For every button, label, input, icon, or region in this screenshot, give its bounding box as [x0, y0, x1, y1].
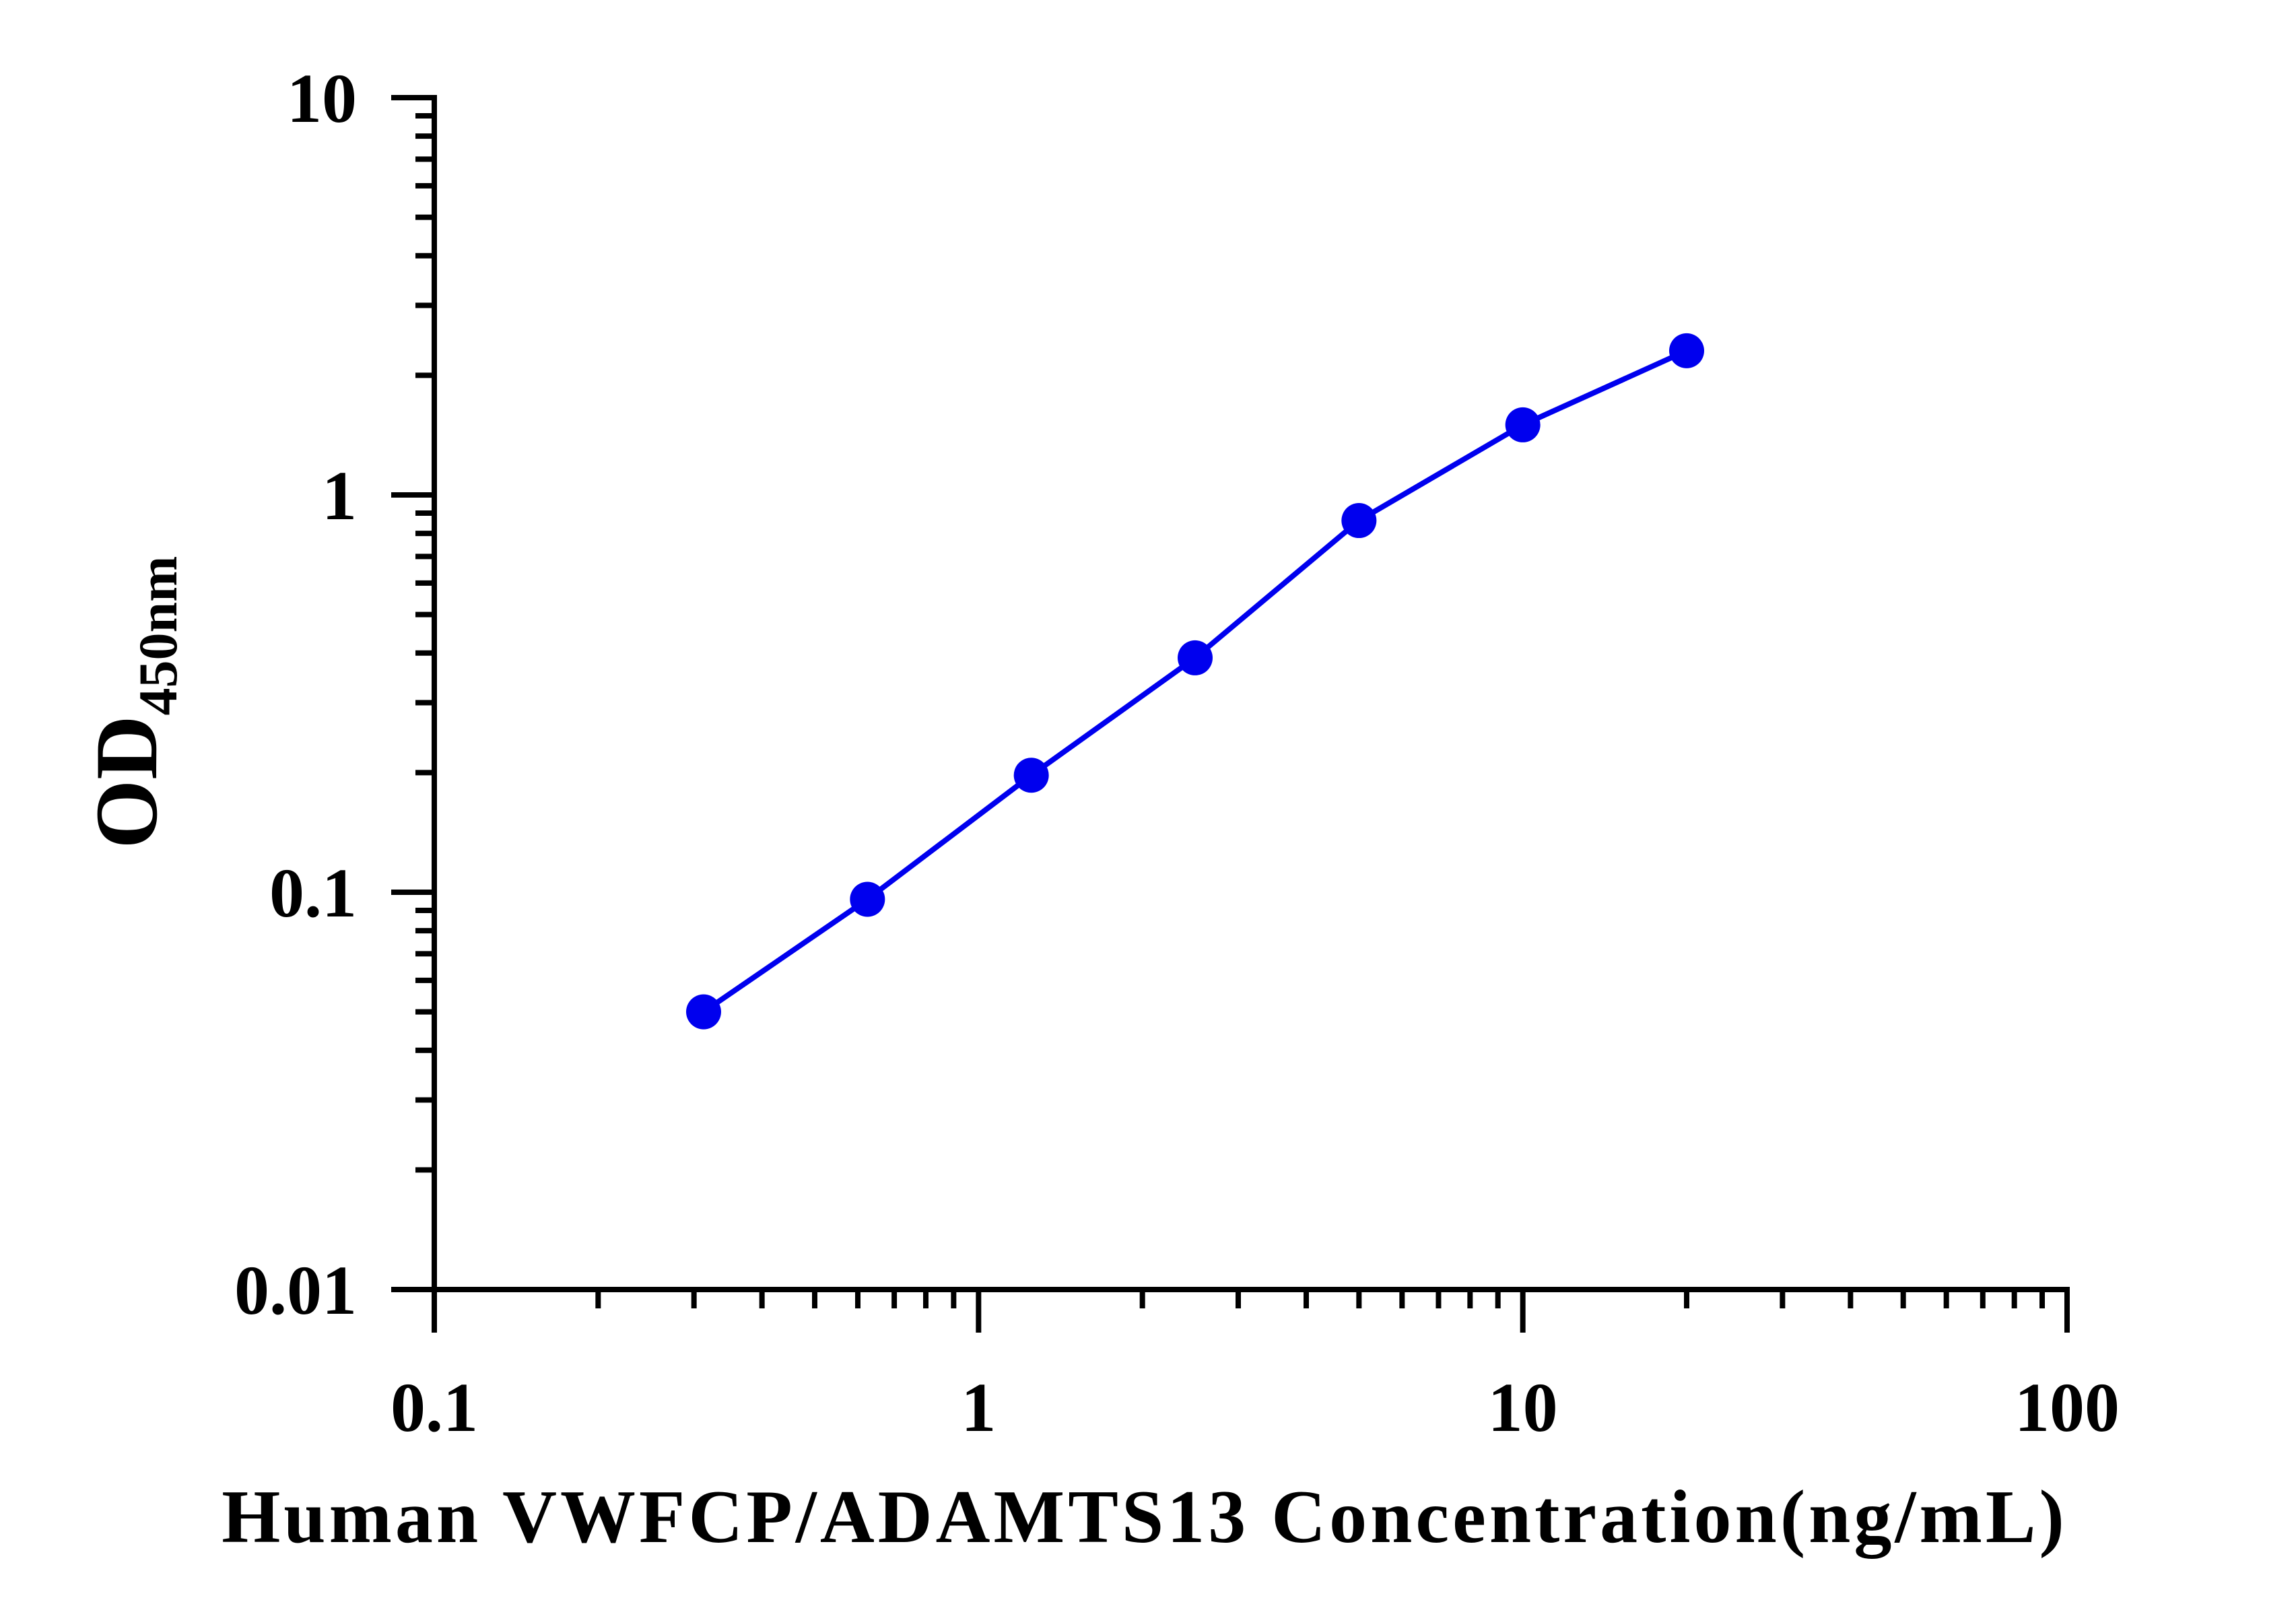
data-point	[686, 994, 722, 1030]
x-tick-label: 0.1	[391, 1369, 478, 1446]
y-axis-title-subscript: 450nm	[127, 556, 189, 716]
plot-area	[686, 333, 1704, 1030]
x-tick-label: 100	[2015, 1369, 2120, 1446]
axes: 0.01 0.1 1 10 0.1 1 10 100	[234, 60, 2120, 1446]
data-point	[1341, 503, 1377, 539]
data-point	[850, 881, 885, 917]
y-tick-label: 1	[322, 457, 357, 535]
y-tick-label: 10	[287, 60, 357, 137]
data-point	[1668, 333, 1704, 368]
data-point	[1178, 640, 1213, 675]
y-axis-title: OD450nm	[77, 556, 189, 849]
y-axis-ticks	[391, 95, 434, 1292]
data-point	[1013, 758, 1049, 793]
x-tick-label: 1	[961, 1369, 996, 1446]
series-line	[702, 348, 1688, 1014]
y-tick-label: 0.01	[234, 1252, 357, 1329]
y-axis-title-main: OD	[77, 715, 176, 848]
x-axis-title: Human VWFCP/ADAMTS13 Concentration(ng/mL…	[222, 1475, 2068, 1559]
y-tick-label: 0.1	[269, 855, 357, 932]
y-axis-tick-labels: 0.01 0.1 1 10	[234, 60, 357, 1329]
data-point	[1505, 407, 1541, 442]
x-axis-ticks	[432, 1290, 2070, 1333]
x-axis-tick-labels: 0.1 1 10 100	[391, 1369, 2120, 1446]
x-tick-label: 10	[1488, 1369, 1558, 1446]
